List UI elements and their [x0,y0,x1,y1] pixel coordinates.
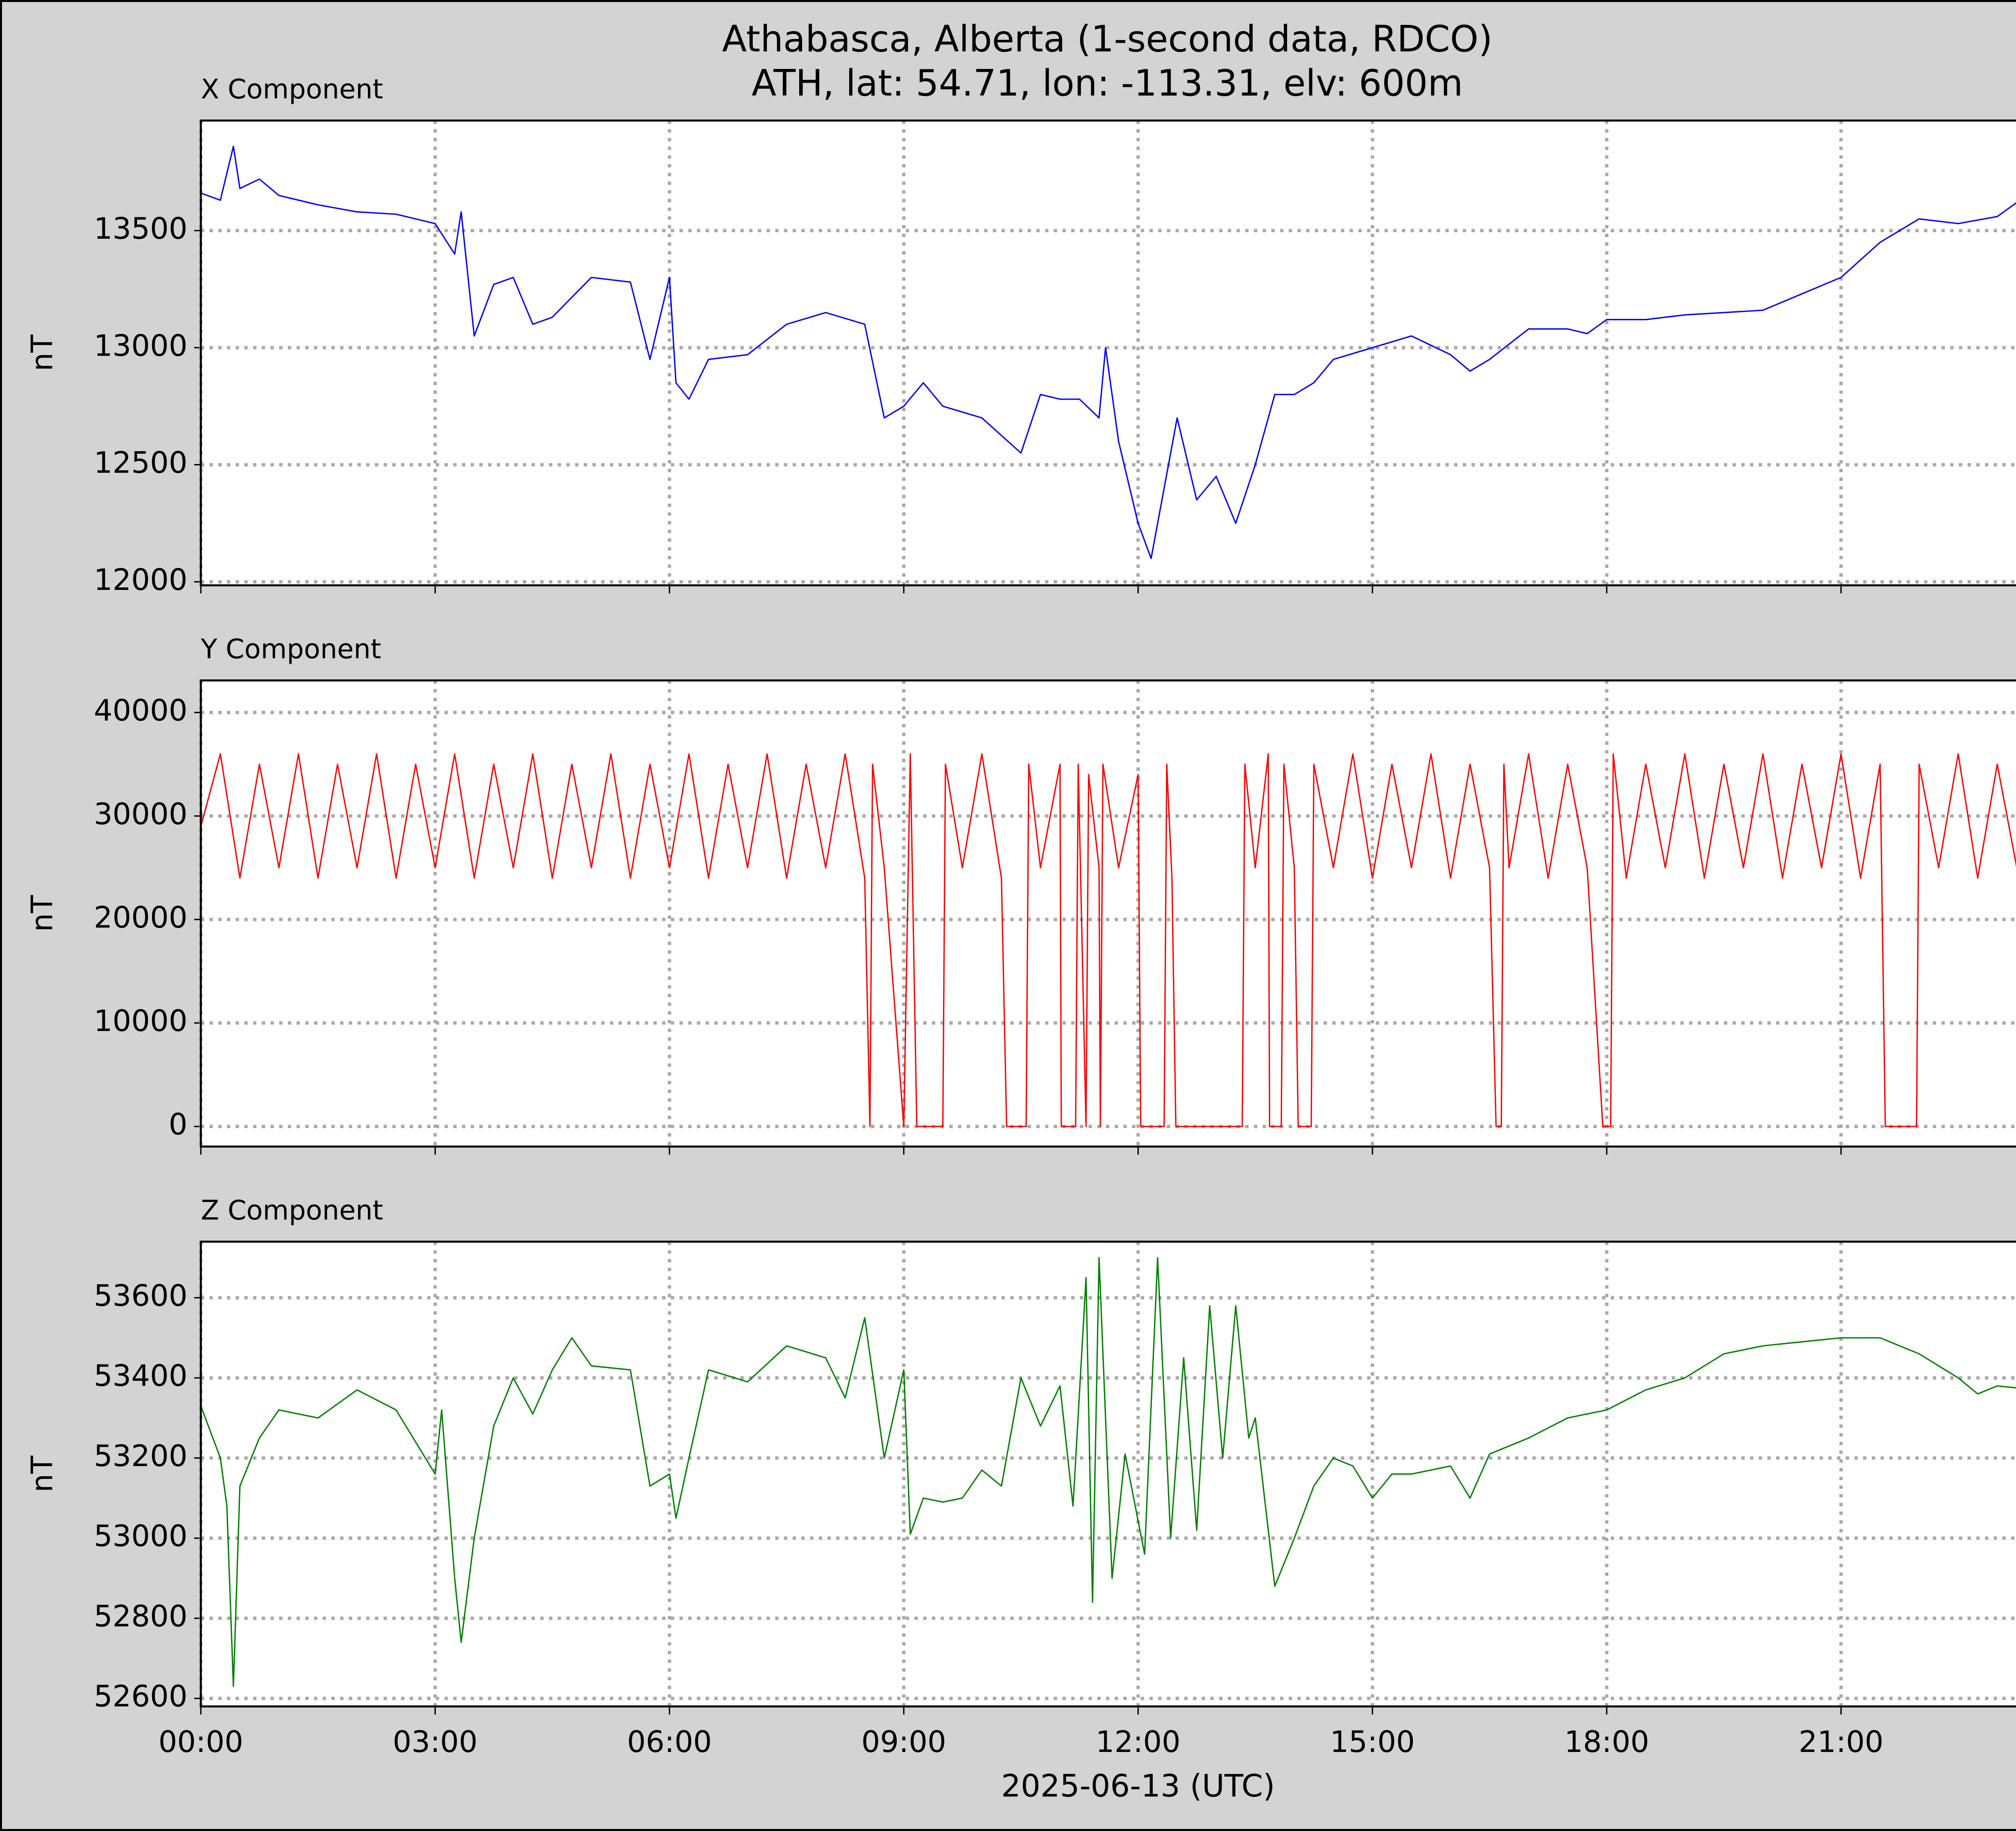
y-axis-label: nT [25,334,60,371]
data-line [201,753,2016,1127]
y-tick-label: 53400 [94,1359,187,1393]
y-tick-label: 53200 [94,1439,187,1473]
plot-frame [200,679,2016,1148]
figure-title: Athabasca, Alberta (1-second data, RDCO) [722,18,1493,60]
x-tick-label: 06:00 [627,1725,712,1759]
y-tick-label: 0 [169,1108,187,1142]
plot-area [201,120,2016,585]
x-axis-label: 2025-06-13 (UTC) [1001,1769,1275,1804]
data-line [201,1257,2016,1687]
figure-subtitle: ATH, lat: 54.71, lon: -113.31, elv: 600m [752,62,1463,104]
y-axis-label: nT [25,1456,60,1492]
plot-frame [200,1240,2016,1708]
panel-title: Z Component [201,1194,383,1226]
plot-area [201,680,2016,1147]
y-tick-label: 30000 [94,797,187,831]
y-tick-label: 40000 [94,694,187,728]
y-tick-label: 53000 [94,1519,187,1554]
y-tick-label: 53600 [94,1279,187,1313]
x-tick-label: 15:00 [1330,1725,1415,1759]
x-tick-label: 00:00 [158,1725,243,1759]
x-tick-label: 18:00 [1564,1725,1649,1759]
x-tick-label: 12:00 [1095,1725,1180,1759]
data-line [201,146,2016,559]
panel-title: Y Component [200,633,381,664]
y-tick-label: 13000 [94,329,187,363]
y-tick-label: 12000 [94,563,187,597]
y-tick-label: 12500 [94,446,187,480]
y-tick-label: 52600 [94,1679,187,1714]
y-tick-label: 10000 [94,1004,187,1038]
y-tick-label: 20000 [94,900,187,935]
y-tick-label: 52800 [94,1599,187,1633]
y-tick-label: 13500 [94,212,187,246]
panel-title: X Component [201,73,383,105]
x-tick-label: 09:00 [861,1725,946,1759]
plot-frame [200,119,2016,587]
x-tick-label: 21:00 [1799,1725,1883,1759]
y-axis-label: nT [25,895,60,932]
x-tick-label: 03:00 [393,1725,477,1759]
